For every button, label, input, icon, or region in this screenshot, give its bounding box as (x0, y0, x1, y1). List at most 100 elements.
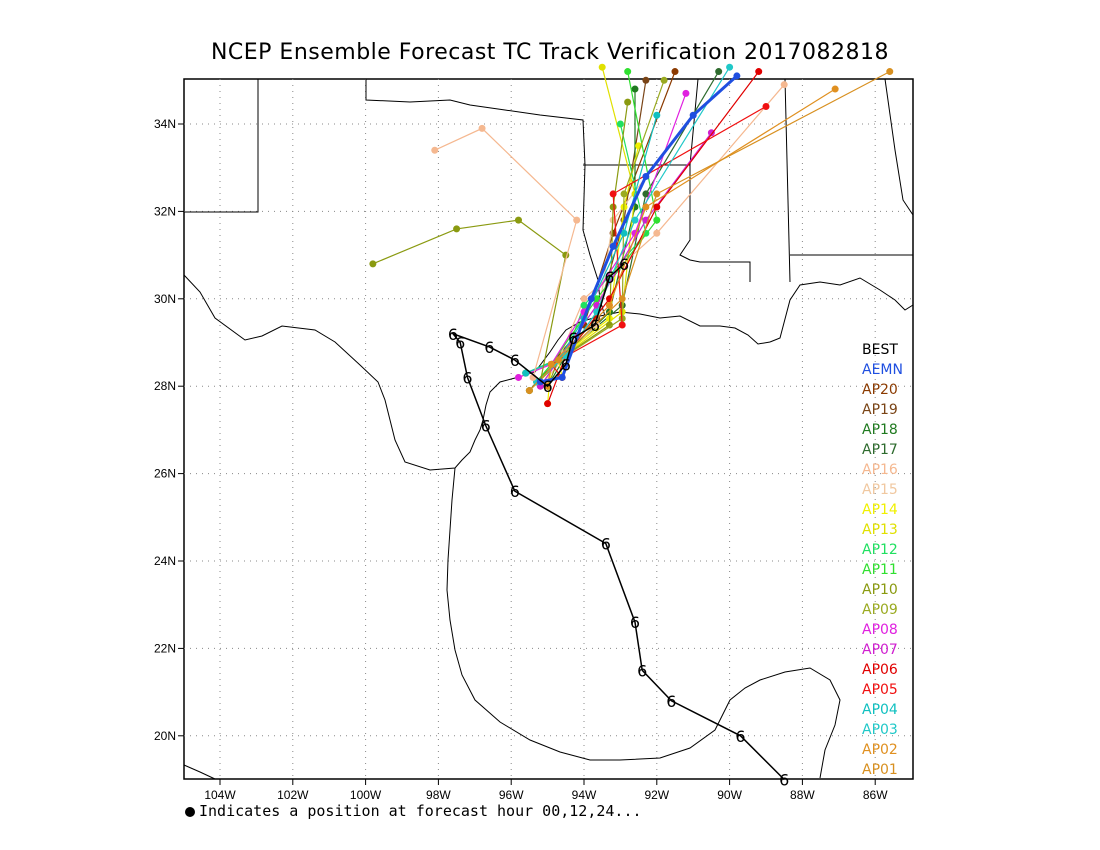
track-point (616, 120, 624, 128)
track-point (544, 400, 552, 408)
track-point (653, 229, 661, 237)
legend-item-ap14: AP14 (862, 502, 898, 518)
track-point (642, 76, 650, 84)
track-point (726, 63, 734, 71)
track-point (558, 373, 566, 381)
track-point (605, 321, 613, 329)
map-frame (183, 78, 914, 780)
lat-tick-label: 32N (154, 204, 176, 218)
hurricane-symbol-icon: 6 (666, 692, 676, 711)
track-point (653, 203, 661, 211)
legend-item-ap10: AP10 (862, 582, 898, 598)
lat-tick-label: 34N (154, 117, 176, 131)
hurricane-symbol-icon: 6 (510, 482, 520, 501)
track-point (707, 129, 715, 137)
track-point (598, 63, 606, 71)
lat-tick-label: 28N (154, 379, 176, 393)
hurricane-symbol-icon: 6 (568, 329, 578, 348)
lon-tick-label: 90W (717, 788, 742, 802)
track-point (671, 68, 679, 76)
ensemble-track (434, 127, 578, 378)
axis-ticks: 104W 102W 100W 98W 96W 94W 92W 90W 88W 86W 34N 32N 3… (154, 117, 888, 802)
hurricane-symbol-icon: 6 (590, 316, 600, 335)
lon-tick-label: 88W (790, 788, 815, 802)
hurricane-symbol-icon: 6 (604, 268, 614, 287)
legend-item-ap12: AP12 (862, 542, 898, 558)
legend-item-ap18: AP18 (862, 422, 898, 438)
legend-item-ap04: AP04 (862, 702, 898, 718)
east-gulf-coast (769, 277, 914, 343)
track-point (618, 321, 626, 329)
track-point (715, 68, 723, 76)
track-point (514, 373, 522, 381)
ensemble-track (547, 88, 836, 387)
track-point (580, 301, 588, 309)
legend-item-ap05: AP05 (862, 682, 898, 698)
hurricane-symbol-icon: 6 (779, 771, 789, 790)
hurricane-symbol-icon: 6 (462, 368, 472, 387)
footnote: Indicates a position at forecast hour 00… (185, 802, 642, 820)
track-point (620, 190, 628, 198)
track-point (653, 216, 661, 224)
lon-tick-label: 92W (644, 788, 669, 802)
legend-item-ap13: AP13 (862, 522, 898, 538)
lon-tick-label: 94W (572, 788, 597, 802)
track-point (609, 190, 617, 198)
track-point (624, 68, 632, 76)
hurricane-symbol-icon: 6 (481, 417, 491, 436)
lon-tick-label: 102W (277, 788, 309, 802)
track-point (573, 216, 581, 224)
forecast-dot-icon (185, 807, 195, 817)
track-point (689, 111, 697, 119)
legend-item-ap15: AP15 (862, 482, 898, 498)
cuba-outline (183, 764, 216, 780)
legend-item-ap19: AP19 (862, 402, 898, 418)
track-point (478, 124, 486, 132)
track-point (525, 387, 533, 395)
hurricane-symbol-icon: 6 (630, 613, 640, 632)
legend-item-aemn: AEMN (862, 362, 903, 378)
track-point (624, 98, 632, 106)
track-point (755, 68, 763, 76)
track-point (642, 172, 650, 180)
hurricane-symbol-icon: 6 (619, 255, 629, 274)
track-point (733, 72, 741, 80)
track-point (642, 203, 650, 211)
hurricane-symbol-icon: 6 (561, 355, 571, 374)
track-point (660, 76, 668, 84)
hurricane-symbol-icon: 6 (601, 535, 611, 554)
track-point (580, 295, 588, 303)
florida-coast (884, 78, 914, 216)
hurricane-symbol-icon: 6 (455, 334, 465, 353)
lon-tick-label: 104W (204, 788, 236, 802)
lon-tick-label: 98W (426, 788, 451, 802)
track-point (514, 216, 522, 224)
gulf-coastline (183, 274, 771, 471)
lat-tick-label: 26N (154, 467, 176, 481)
legend-item-ap03: AP03 (862, 722, 898, 738)
ensemble-track (518, 93, 687, 379)
track-point (618, 295, 626, 303)
track-point (831, 85, 839, 93)
mexico-coastline (446, 467, 841, 779)
track-point (587, 295, 595, 303)
track-point (609, 242, 617, 250)
legend-item-ap09: AP09 (862, 602, 898, 618)
track-point (605, 301, 613, 309)
footnote-text: Indicates a position at forecast hour 00… (199, 802, 642, 820)
hurricane-symbol-icon: 6 (484, 338, 494, 357)
track-point (886, 68, 894, 76)
track-point (536, 378, 544, 386)
track-point (682, 89, 690, 97)
legend-item-ap06: AP06 (862, 662, 898, 678)
hurricane-symbol-icon: 6 (510, 351, 520, 370)
track-point (631, 85, 639, 93)
hurricane-symbol-icon: 6 (543, 377, 553, 396)
lat-tick-label: 30N (154, 292, 176, 306)
track-point (609, 203, 617, 211)
legend-item-ap17: AP17 (862, 442, 898, 458)
legend-item-ap16: AP16 (862, 462, 898, 478)
track-point (593, 295, 601, 303)
